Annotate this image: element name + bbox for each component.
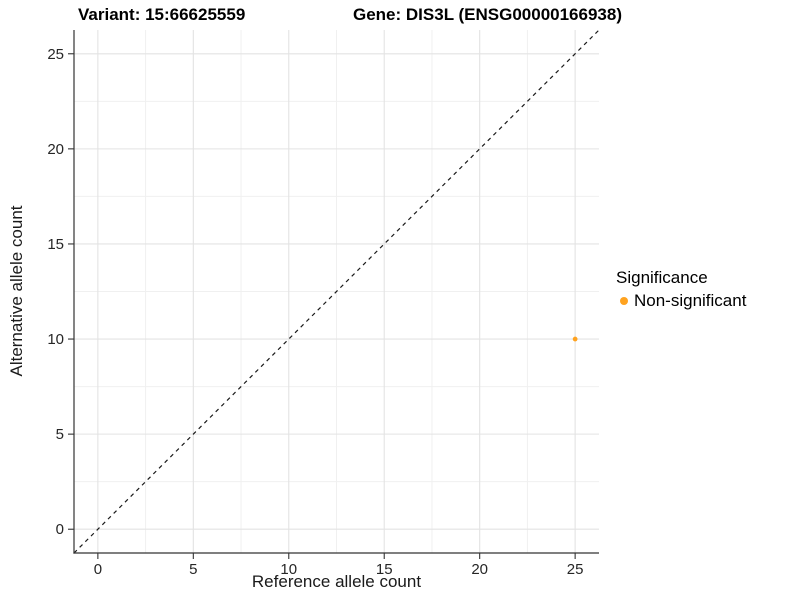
y-tick-label: 10 (47, 331, 64, 348)
x-tick-label: 25 (567, 561, 584, 578)
x-axis-label: Reference allele count (251, 572, 422, 591)
legend-title: Significance (616, 268, 708, 287)
x-tick-label: 10 (280, 561, 297, 578)
y-tick-label: 20 (47, 141, 64, 158)
y-axis-label: Alternative allele count (7, 205, 26, 377)
x-tick-label: 0 (94, 561, 102, 578)
identity-line (73, 29, 600, 554)
x-tick-label: 15 (376, 561, 393, 578)
data-point (572, 336, 578, 342)
legend: Significance Non-significant (616, 268, 746, 310)
y-tick-label: 15 (47, 236, 64, 253)
x-tick-label: 20 (471, 561, 488, 578)
x-tick-label: 5 (189, 561, 197, 578)
gene-title: Gene: DIS3L (ENSG00000166938) (353, 5, 622, 24)
y-tick-label: 5 (56, 426, 64, 443)
legend-item-label: Non-significant (634, 291, 747, 310)
y-tick-label: 0 (56, 521, 64, 538)
legend-point-icon (620, 296, 628, 305)
legend-item-non-significant: Non-significant (616, 291, 746, 310)
y-tick-label: 25 (47, 46, 64, 63)
variant-title: Variant: 15:66625559 (78, 5, 246, 24)
